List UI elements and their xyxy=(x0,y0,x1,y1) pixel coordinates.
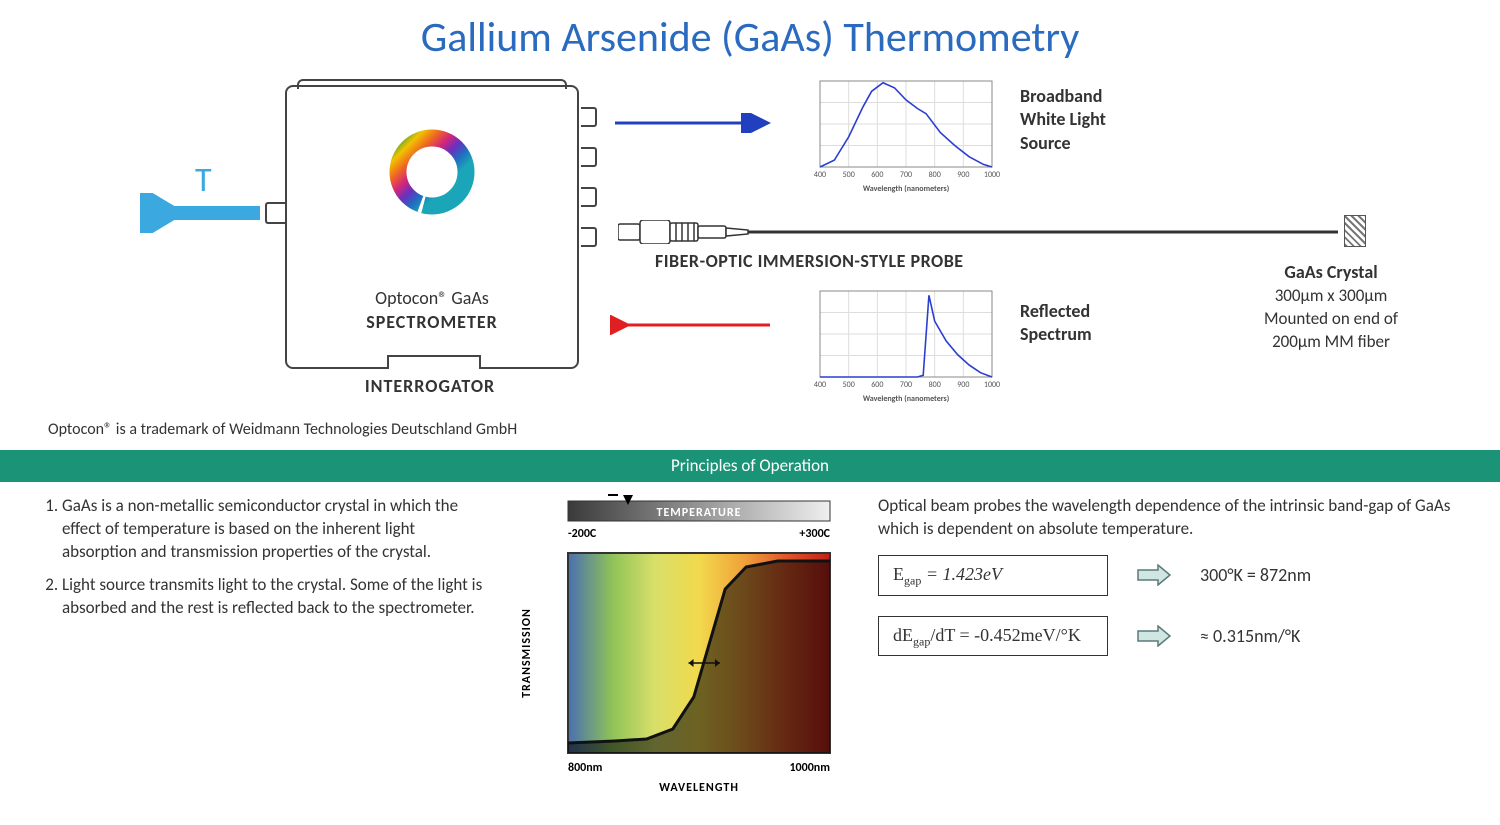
system-diagram: T Optocon® GaAs SPECTROMET xyxy=(0,75,1500,455)
spectrometer-box: Optocon® GaAs SPECTROMETER xyxy=(285,85,579,369)
svg-text:Wavelength (nanometers): Wavelength (nanometers) xyxy=(863,184,949,194)
svg-text:Wavelength (nanometers): Wavelength (nanometers) xyxy=(863,394,949,404)
result-1: 300°K = 872nm xyxy=(1200,563,1311,587)
equation-row-2: dEgap/dT = -0.452meV/°K ≈ 0.315nm/°K xyxy=(878,610,1478,663)
svg-text:700: 700 xyxy=(900,380,912,390)
svg-text:800nm: 800nm xyxy=(568,761,603,775)
spectrometer-brand: Optocon® GaAs xyxy=(287,287,577,309)
source-spectrum-chart: 400 500 600 700 800 900 1000 Wavelength (nanome… xyxy=(800,75,1000,195)
crystal-description: GaAs Crystal 300µm x 300µm Mounted on en… xyxy=(1186,260,1476,354)
logo-ring-icon xyxy=(382,122,482,222)
svg-text:+300C: +300C xyxy=(799,527,830,541)
source-label: BroadbandWhite LightSource xyxy=(1020,85,1220,155)
right-column: Optical beam probes the wavelength depen… xyxy=(878,495,1478,662)
svg-text:900: 900 xyxy=(957,170,969,180)
bandgap-text: Optical beam probes the wavelength depen… xyxy=(878,495,1478,541)
svg-text:500: 500 xyxy=(843,170,855,180)
principles-section: GaAs is a non-metallic semiconductor cry… xyxy=(0,495,1500,825)
principle-1: GaAs is a non-metallic semiconductor cry… xyxy=(62,495,488,564)
svg-text:800: 800 xyxy=(929,170,941,180)
principle-2: Light source transmits light to the crys… xyxy=(62,574,488,620)
principles-list: GaAs is a non-metallic semiconductor cry… xyxy=(38,495,488,630)
result-2: ≈ 0.315nm/°K xyxy=(1200,624,1300,648)
implies-arrow-icon xyxy=(1136,625,1172,647)
svg-text:TEMPERATURE: TEMPERATURE xyxy=(657,506,742,520)
fiber-probe-icon xyxy=(618,220,1338,244)
connectors-right xyxy=(581,107,591,247)
page-title: Gallium Arsenide (GaAs) Thermometry xyxy=(0,12,1500,63)
svg-text:600: 600 xyxy=(871,380,883,390)
light-out-arrow xyxy=(610,113,780,133)
svg-text:400: 400 xyxy=(814,380,826,390)
spectrometer-title: SPECTROMETER xyxy=(287,311,577,333)
equation-row-1: Egap = 1.423eV 300°K = 872nm xyxy=(878,549,1478,602)
svg-text:WAVELENGTH: WAVELENGTH xyxy=(659,781,739,795)
svg-text:600: 600 xyxy=(871,170,883,180)
light-return-arrow xyxy=(610,315,780,335)
reflected-spectrum-chart: 400 500 600 700 800 900 1000 Wavelength (nanome… xyxy=(800,285,1000,405)
connector-left xyxy=(265,202,287,224)
trademark-notice: Optocon® is a trademark of Weidmann Tech… xyxy=(48,420,517,439)
interrogator-label: INTERROGATOR xyxy=(285,375,575,397)
svg-text:TRANSMISSION: TRANSMISSION xyxy=(520,608,534,698)
svg-text:1000: 1000 xyxy=(984,380,1000,390)
gaas-crystal-icon xyxy=(1344,215,1366,247)
svg-text:1000nm: 1000nm xyxy=(789,761,830,775)
transmission-chart: TEMPERATURE -200C +300C 800nm 1000nm WAVELENG… xyxy=(510,493,858,803)
svg-text:400: 400 xyxy=(814,170,826,180)
implies-arrow-icon xyxy=(1136,564,1172,586)
probe-label: FIBER-OPTIC IMMERSION-STYLE PROBE xyxy=(655,250,964,272)
svg-text:900: 900 xyxy=(957,380,969,390)
svg-text:1000: 1000 xyxy=(984,170,1000,180)
temperature-output-arrow xyxy=(140,193,270,233)
section-header-bar: Principles of Operation xyxy=(0,450,1500,482)
svg-text:500: 500 xyxy=(843,380,855,390)
svg-text:-200C: -200C xyxy=(568,527,597,541)
eq-derivative: dEgap/dT = -0.452meV/°K xyxy=(878,616,1108,657)
svg-text:800: 800 xyxy=(929,380,941,390)
eq-bandgap: Egap = 1.423eV xyxy=(878,555,1108,596)
svg-text:700: 700 xyxy=(900,170,912,180)
